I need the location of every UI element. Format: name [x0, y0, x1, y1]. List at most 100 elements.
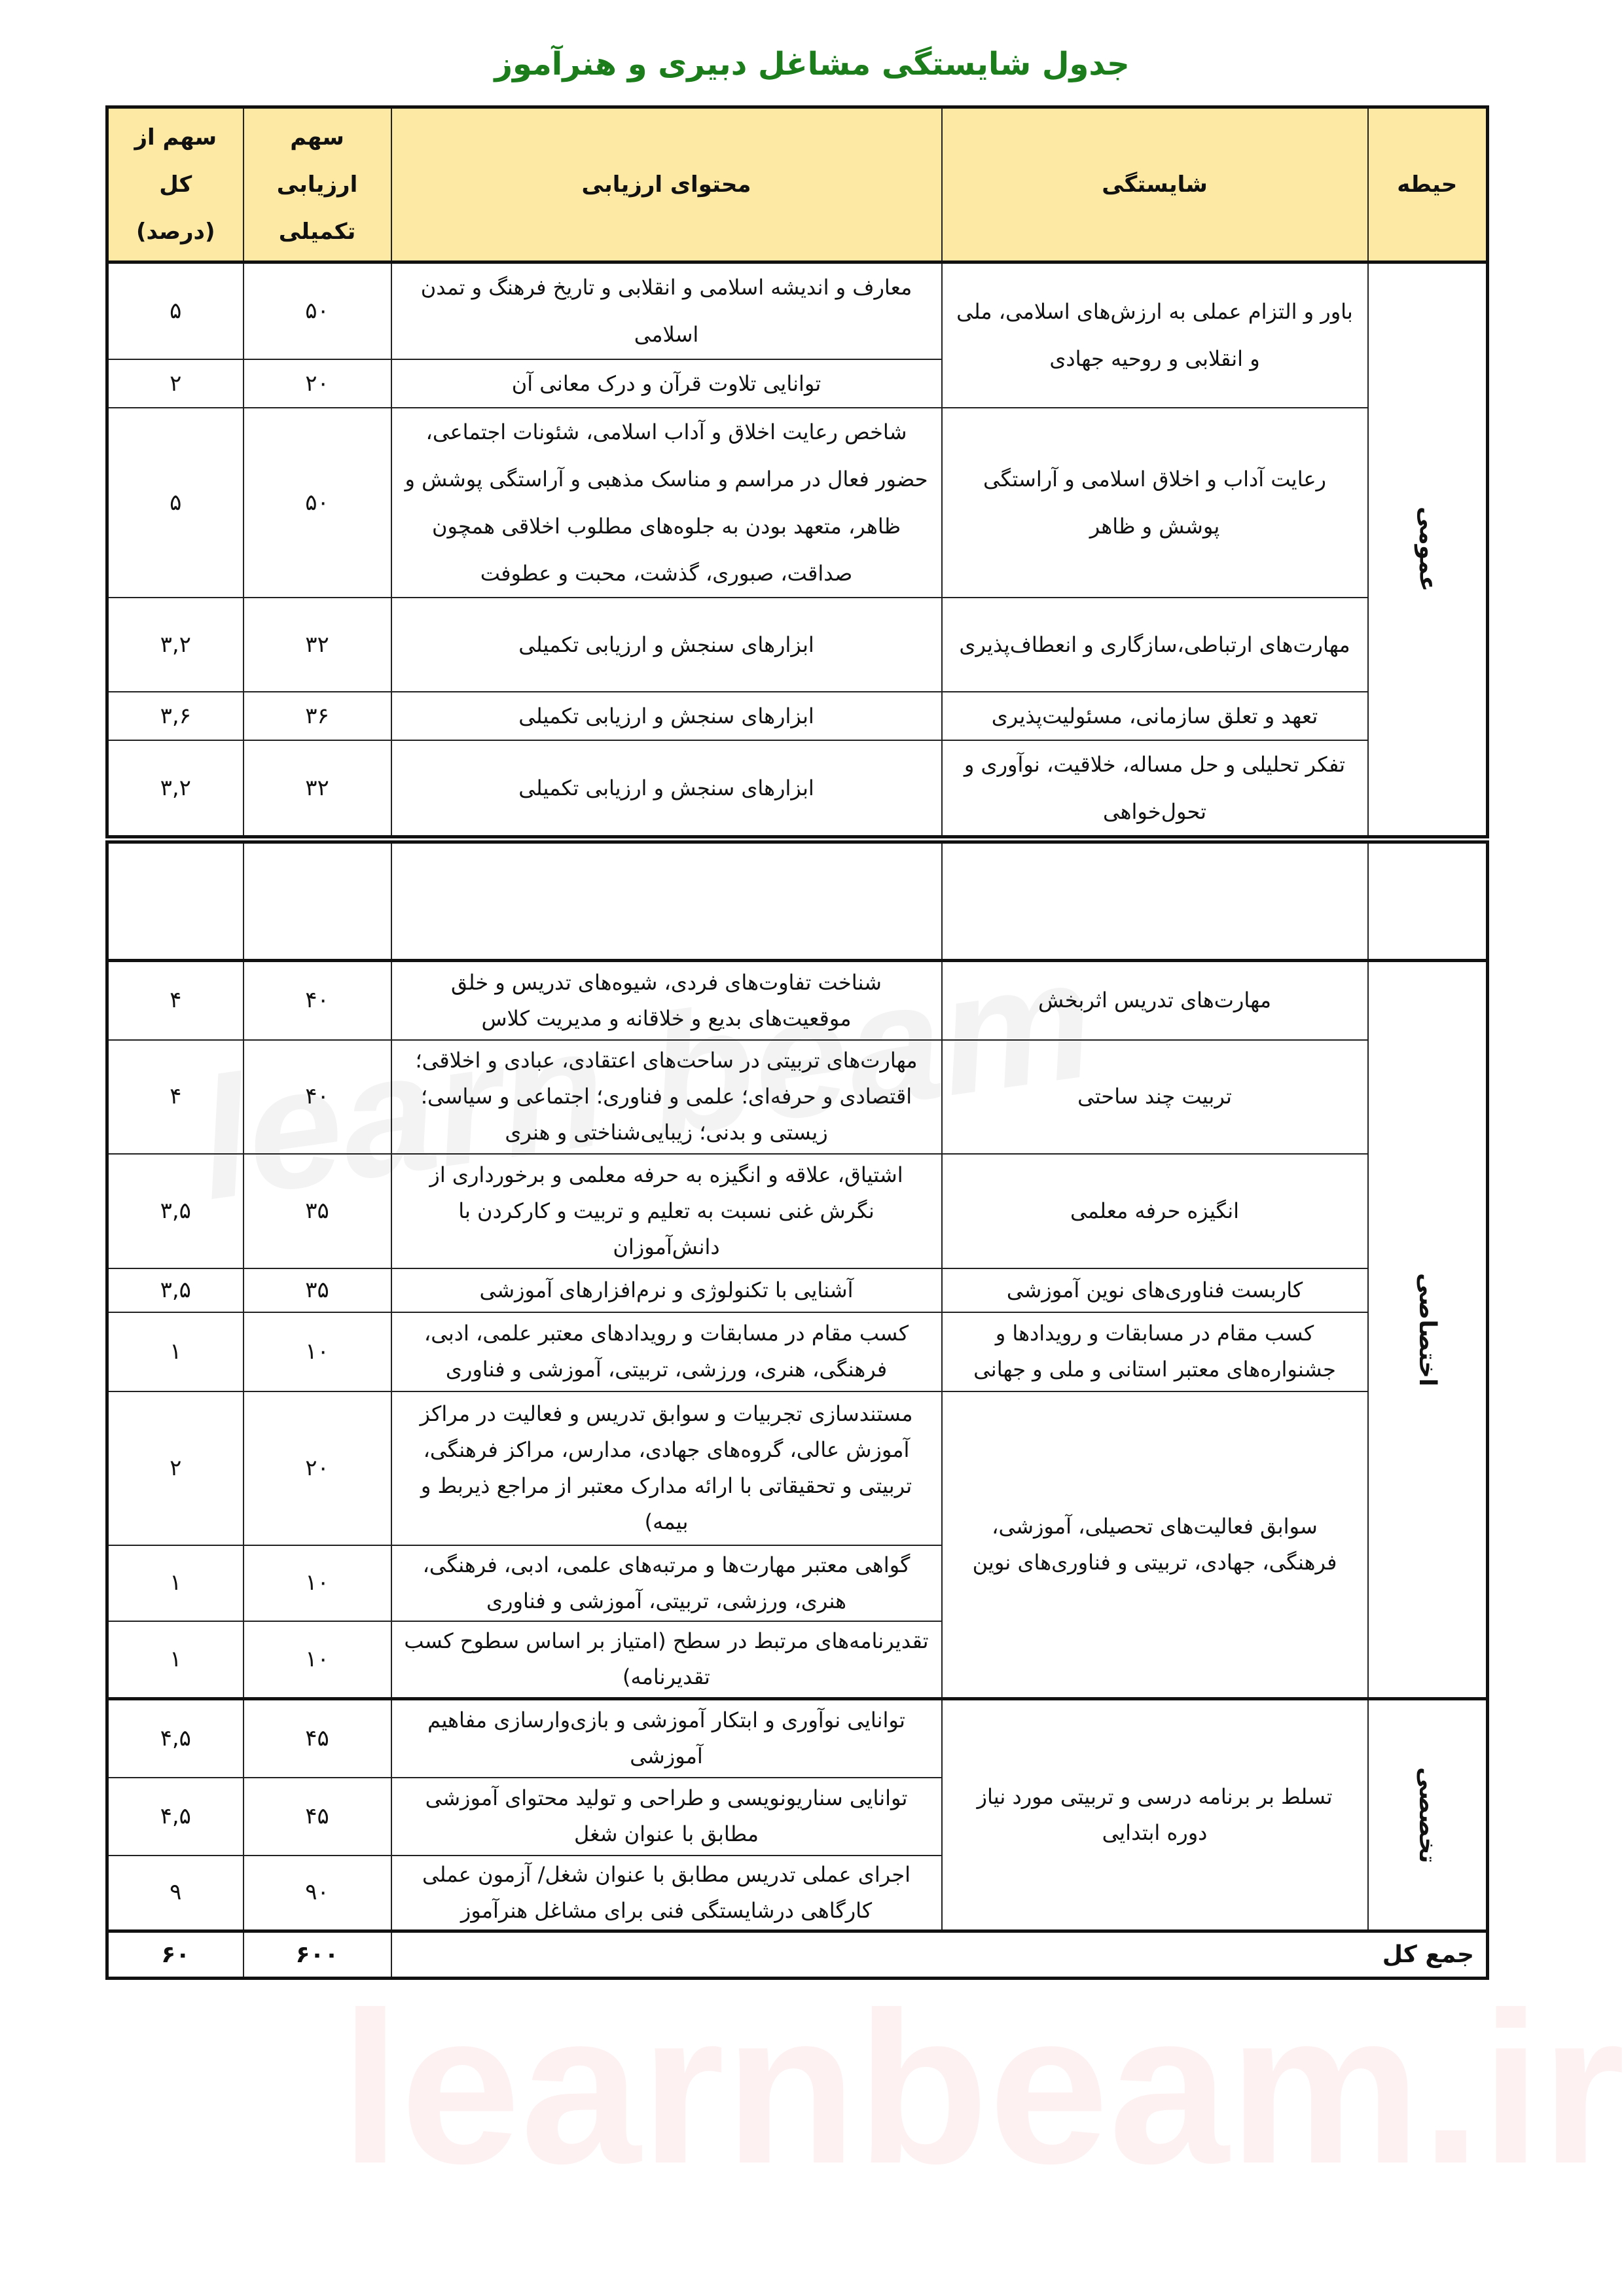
score-cell: ۳۵ [242, 1153, 392, 1269]
domain-professional: تخصصی [1367, 1697, 1489, 1932]
table-row: مهارت‌های ارتباطی،سازگاری و انعطاف‌پذیری… [106, 596, 1488, 692]
competency-table-specific: اختصاصی مهارت‌های تدریس اثربخش شناخت تفا… [105, 840, 1489, 1980]
percent-cell: ۳,۶ [106, 691, 244, 741]
competency-cell: باور و التزام عملی به ارزش‌های اسلامی، م… [941, 261, 1369, 408]
competency-cell: تربیت چند ساحتی [941, 1039, 1369, 1155]
competency-cell: سوابق فعالیت‌های تحصیلی، آموزشی، فرهنگی،… [941, 1390, 1369, 1700]
competency-cell: کاربست فناوری‌های نوین آموزشی [941, 1267, 1369, 1313]
table-row: تربیت چند ساحتی مهارت‌های تربیتی در ساحت… [106, 1039, 1488, 1155]
competency-cell: تعهد و تعلق سازمانی، مسئولیت‌پذیری [941, 691, 1369, 741]
percent-cell: ۴,۵ [106, 1776, 244, 1856]
content-cell: توانایی سناریونویسی و طراحی و تولید محتو… [390, 1776, 943, 1856]
table-row: تعهد و تعلق سازمانی، مسئولیت‌پذیری ابزار… [106, 691, 1488, 741]
empty-cell [1367, 841, 1489, 961]
score-cell: ۴۵ [242, 1776, 392, 1856]
table-row: تفکر تحلیلی و حل مساله، خلاقیت، نوآوری و… [106, 739, 1488, 837]
competency-cell: انگیزه حرفه معلمی [941, 1153, 1369, 1269]
domain-general: عمومی [1367, 261, 1489, 837]
page-title: جدول شایستگی مشاغل دبیری و هنرآموز [494, 46, 1130, 82]
header-domain: حیطه [1367, 106, 1489, 264]
percent-cell: ۱ [106, 1620, 244, 1700]
percent-cell: ۳,۲ [106, 596, 244, 692]
empty-cell [106, 841, 244, 961]
header-percent: سهم از کل (درصد) [106, 106, 244, 264]
content-cell: توانایی نوآوری و ابتکار آموزشی و بازی‌وا… [390, 1697, 943, 1778]
table-row: توانایی تلاوت قرآن و درک معانی آن ۲۰ ۲ [106, 358, 1488, 408]
score-cell: ۹۰ [242, 1854, 392, 1932]
table-header-row: حیطه شایستگی محتوای ارزیابی سهم ارزیابی … [106, 106, 1489, 264]
percent-cell: ۲ [106, 1390, 244, 1546]
table-row: تقدیرنامه‌های مرتبط در سطح (امتیاز بر اس… [106, 1620, 1488, 1700]
watermark-learnbeam-url: learnbeam.ir [340, 1967, 1624, 2208]
score-cell: ۵۰ [242, 261, 392, 360]
score-cell: ۱۰ [242, 1544, 392, 1622]
competency-cell: رعایت آداب و اخلاق اسلامی و آراستگی پوشش… [941, 406, 1369, 598]
content-cell: شاخص رعایت اخلاق و آداب اسلامی، شئونات ا… [390, 406, 943, 598]
total-score: ۶۰۰ [242, 1929, 392, 1979]
score-cell: ۲۰ [242, 1390, 392, 1546]
table-row: کسب مقام در مسابقات و رویدادها و جشنواره… [106, 1311, 1488, 1392]
percent-cell: ۱ [106, 1544, 244, 1622]
score-cell: ۴۰ [242, 959, 392, 1041]
score-cell: ۳۵ [242, 1267, 392, 1313]
content-cell: تقدیرنامه‌های مرتبط در سطح (امتیاز بر اس… [390, 1620, 943, 1700]
competency-cell: مهارت‌های تدریس اثربخش [941, 959, 1369, 1041]
score-cell: ۱۰ [242, 1620, 392, 1700]
content-cell: آشنایی با تکنولوژی و نرم‌افزارهای آموزشی [390, 1267, 943, 1313]
header-content: محتوای ارزیابی [390, 106, 943, 264]
score-cell: ۱۰ [242, 1311, 392, 1392]
table-row: اجرای عملی تدریس مطابق با عنوان شغل/ آزم… [106, 1854, 1488, 1932]
empty-cell [242, 841, 392, 961]
content-cell: کسب مقام در مسابقات و رویدادهای معتبر عل… [390, 1311, 943, 1392]
table-row: عمومی باور و التزام عملی به ارزش‌های اسل… [106, 261, 1489, 837]
score-cell: ۵۰ [242, 406, 392, 598]
content-cell: شناخت تفاوت‌های فردی، شیوه‌های تدریس و خ… [390, 959, 943, 1041]
domain-specific: اختصاصی [1367, 959, 1489, 1700]
total-percent: ۶۰ [106, 1929, 244, 1979]
percent-cell: ۴,۵ [106, 1697, 244, 1778]
header-competency: شایستگی [941, 106, 1369, 264]
table-row: کاربست فناوری‌های نوین آموزشی آشنایی با … [106, 1267, 1488, 1313]
percent-cell: ۹ [106, 1854, 244, 1932]
empty-cell [390, 841, 943, 961]
table-row: توانایی سناریونویسی و طراحی و تولید محتو… [106, 1776, 1488, 1856]
total-row: جمع کل ۶۰۰ ۶۰ [106, 1929, 1489, 1979]
competency-cell: مهارت‌های ارتباطی،سازگاری و انعطاف‌پذیری [941, 596, 1369, 692]
content-cell: ابزارهای سنجش و ارزیابی تکمیلی [390, 596, 943, 692]
percent-cell: ۳,۵ [106, 1267, 244, 1313]
competency-table-general: حیطه شایستگی محتوای ارزیابی سهم ارزیابی … [105, 105, 1489, 838]
content-cell: معارف و اندیشه اسلامی و انقلابی و تاریخ … [390, 261, 943, 360]
score-cell: ۳۲ [242, 596, 392, 692]
table-row: اختصاصی مهارت‌های تدریس اثربخش شناخت تفا… [106, 959, 1489, 1700]
score-cell: ۳۲ [242, 739, 392, 837]
table-row: تخصصی تسلط بر برنامه درسی و تربیتی مورد … [106, 1697, 1489, 1932]
percent-cell: ۴ [106, 959, 244, 1041]
score-cell: ۲۰ [242, 358, 392, 408]
table-row: گواهی معتبر مهارت‌ها و مرتبه‌های علمی، ا… [106, 1544, 1488, 1622]
empty-cell [941, 841, 1369, 961]
header-score: سهم ارزیابی تکمیلی [242, 106, 392, 264]
content-cell: گواهی معتبر مهارت‌ها و مرتبه‌های علمی، ا… [390, 1544, 943, 1622]
competency-cell: تسلط بر برنامه درسی و تربیتی مورد نیاز د… [941, 1697, 1369, 1932]
content-cell: اجرای عملی تدریس مطابق با عنوان شغل/ آزم… [390, 1854, 943, 1932]
content-cell: اشتیاق، علاقه و انگیزه به حرفه معلمی و ب… [390, 1153, 943, 1269]
total-label: جمع کل [390, 1929, 1489, 1979]
empty-row [106, 841, 1489, 961]
percent-cell: ۲ [106, 358, 244, 408]
score-cell: ۴۰ [242, 1039, 392, 1155]
percent-cell: ۴ [106, 1039, 244, 1155]
percent-cell: ۵ [106, 261, 244, 360]
score-cell: ۴۵ [242, 1697, 392, 1778]
percent-cell: ۱ [106, 1311, 244, 1392]
table-row: انگیزه حرفه معلمی اشتیاق، علاقه و انگیزه… [106, 1153, 1488, 1269]
competency-cell: تفکر تحلیلی و حل مساله، خلاقیت، نوآوری و… [941, 739, 1369, 837]
percent-cell: ۳,۵ [106, 1153, 244, 1269]
table-row: رعایت آداب و اخلاق اسلامی و آراستگی پوشش… [106, 406, 1488, 598]
score-cell: ۳۶ [242, 691, 392, 741]
content-cell: مهارت‌های تربیتی در ساحت‌های اعتقادی، عب… [390, 1039, 943, 1155]
content-cell: ابزارهای سنجش و ارزیابی تکمیلی [390, 739, 943, 837]
percent-cell: ۳,۲ [106, 739, 244, 837]
content-cell: مستندسازی تجربیات و سوابق تدریس و فعالیت… [390, 1390, 943, 1546]
content-cell: ابزارهای سنجش و ارزیابی تکمیلی [390, 691, 943, 741]
content-cell: توانایی تلاوت قرآن و درک معانی آن [390, 358, 943, 408]
